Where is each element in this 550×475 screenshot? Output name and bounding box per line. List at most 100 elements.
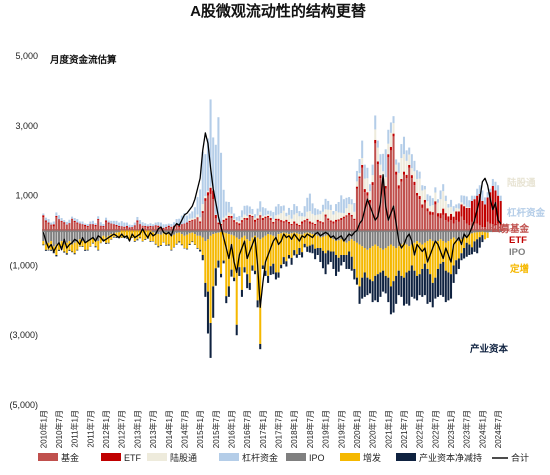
bar-segment	[251, 208, 254, 215]
bar-segment	[206, 291, 209, 334]
bar-segment	[248, 282, 251, 290]
bar-segment	[154, 226, 157, 231]
bar-segment	[227, 230, 230, 235]
bar-segment	[460, 239, 463, 254]
bar-segment	[68, 230, 71, 242]
bar-segment	[57, 215, 61, 220]
bar-segment	[442, 230, 445, 242]
bar-segment	[457, 241, 460, 259]
bar-segment	[301, 234, 304, 253]
bar-segment	[201, 255, 204, 261]
bar-segment	[387, 154, 390, 158]
bar-segment	[243, 235, 246, 268]
bar-segment	[327, 250, 330, 265]
bar-segment	[355, 242, 358, 278]
bar-segment	[52, 226, 55, 231]
bar-segment	[335, 204, 338, 212]
bar-segment	[379, 272, 382, 297]
bar-segment	[238, 223, 241, 226]
bar-segment	[225, 220, 228, 231]
y-tick-label: 5,000	[15, 51, 38, 61]
bar-segment	[355, 277, 358, 285]
bar-segment	[165, 232, 168, 245]
y-tick-label: (1,000)	[9, 260, 38, 270]
bar-segment	[447, 204, 450, 208]
bar-segment	[253, 235, 257, 271]
bar-segment	[76, 219, 79, 223]
bar-segment	[123, 230, 126, 236]
bar-segment	[76, 241, 79, 250]
bar-segment	[298, 248, 301, 255]
bar-segment	[418, 230, 421, 243]
bar-segment	[196, 235, 199, 249]
bar-segment	[442, 208, 445, 215]
bar-segment	[246, 220, 249, 231]
bar-segment	[209, 186, 212, 188]
bar-segment	[152, 224, 155, 227]
y-tick-label: 3,000	[15, 121, 38, 131]
bar-segment	[499, 230, 502, 232]
bar-segment	[243, 267, 246, 273]
bar-segment	[387, 143, 390, 155]
bar-segment	[434, 277, 437, 299]
legend-label: IPO	[309, 453, 325, 463]
bar-segment	[405, 178, 408, 231]
bar-segment	[204, 198, 207, 201]
bar-segment	[154, 243, 157, 245]
bar-segment	[206, 190, 209, 193]
bar-segment	[455, 239, 458, 261]
bar-segment	[489, 192, 492, 224]
bar-segment	[212, 230, 215, 235]
bar-segment	[220, 273, 223, 278]
bar-segment	[125, 226, 128, 228]
bar-segment	[201, 237, 204, 255]
bar-segment	[60, 220, 63, 222]
bar-segment	[327, 220, 330, 231]
bar-segment	[497, 185, 500, 196]
bar-segment	[243, 214, 246, 219]
bar-segment	[418, 178, 421, 197]
bar-segment	[436, 230, 439, 242]
bar-segment	[133, 230, 136, 242]
bar-segment	[455, 211, 458, 221]
bar-segment	[382, 270, 385, 292]
bar-segment	[457, 203, 460, 209]
bar-segment	[350, 216, 353, 231]
bar-segment	[157, 222, 160, 226]
bar-segment	[50, 222, 53, 225]
bar-segment	[264, 235, 267, 271]
bar-segment	[408, 165, 411, 168]
bar-segment	[439, 230, 442, 240]
bar-segment	[374, 115, 377, 130]
bar-segment	[259, 216, 262, 231]
bar-segment	[251, 214, 254, 216]
bar-segment	[178, 227, 181, 231]
bar-segment	[99, 222, 102, 226]
bar-segment	[321, 211, 324, 223]
bar-segment	[272, 219, 275, 222]
bar-segment	[298, 216, 301, 225]
bar-segment	[201, 230, 204, 238]
bar-segment	[217, 230, 220, 233]
bar-segment	[353, 211, 356, 219]
bar-segment	[397, 246, 400, 271]
bar-segment	[290, 225, 293, 231]
bar-segment	[350, 214, 353, 217]
bar-segment	[450, 239, 453, 275]
bar-segment	[416, 178, 419, 193]
bar-segment	[308, 230, 311, 234]
bar-segment	[444, 230, 447, 243]
bar-segment	[483, 197, 487, 205]
bar-segment	[376, 274, 379, 303]
bar-segment	[89, 224, 92, 225]
x-tick: 2020年1月	[352, 410, 362, 448]
bar-segment	[332, 251, 335, 269]
bar-segment	[395, 230, 398, 249]
bar-segment	[167, 225, 170, 228]
bar-segment	[376, 230, 379, 247]
bar-segment	[348, 230, 351, 242]
bar-segment	[251, 215, 254, 218]
bar-segment	[180, 234, 183, 245]
bar-segment	[392, 116, 395, 124]
bar-segment	[455, 204, 458, 208]
